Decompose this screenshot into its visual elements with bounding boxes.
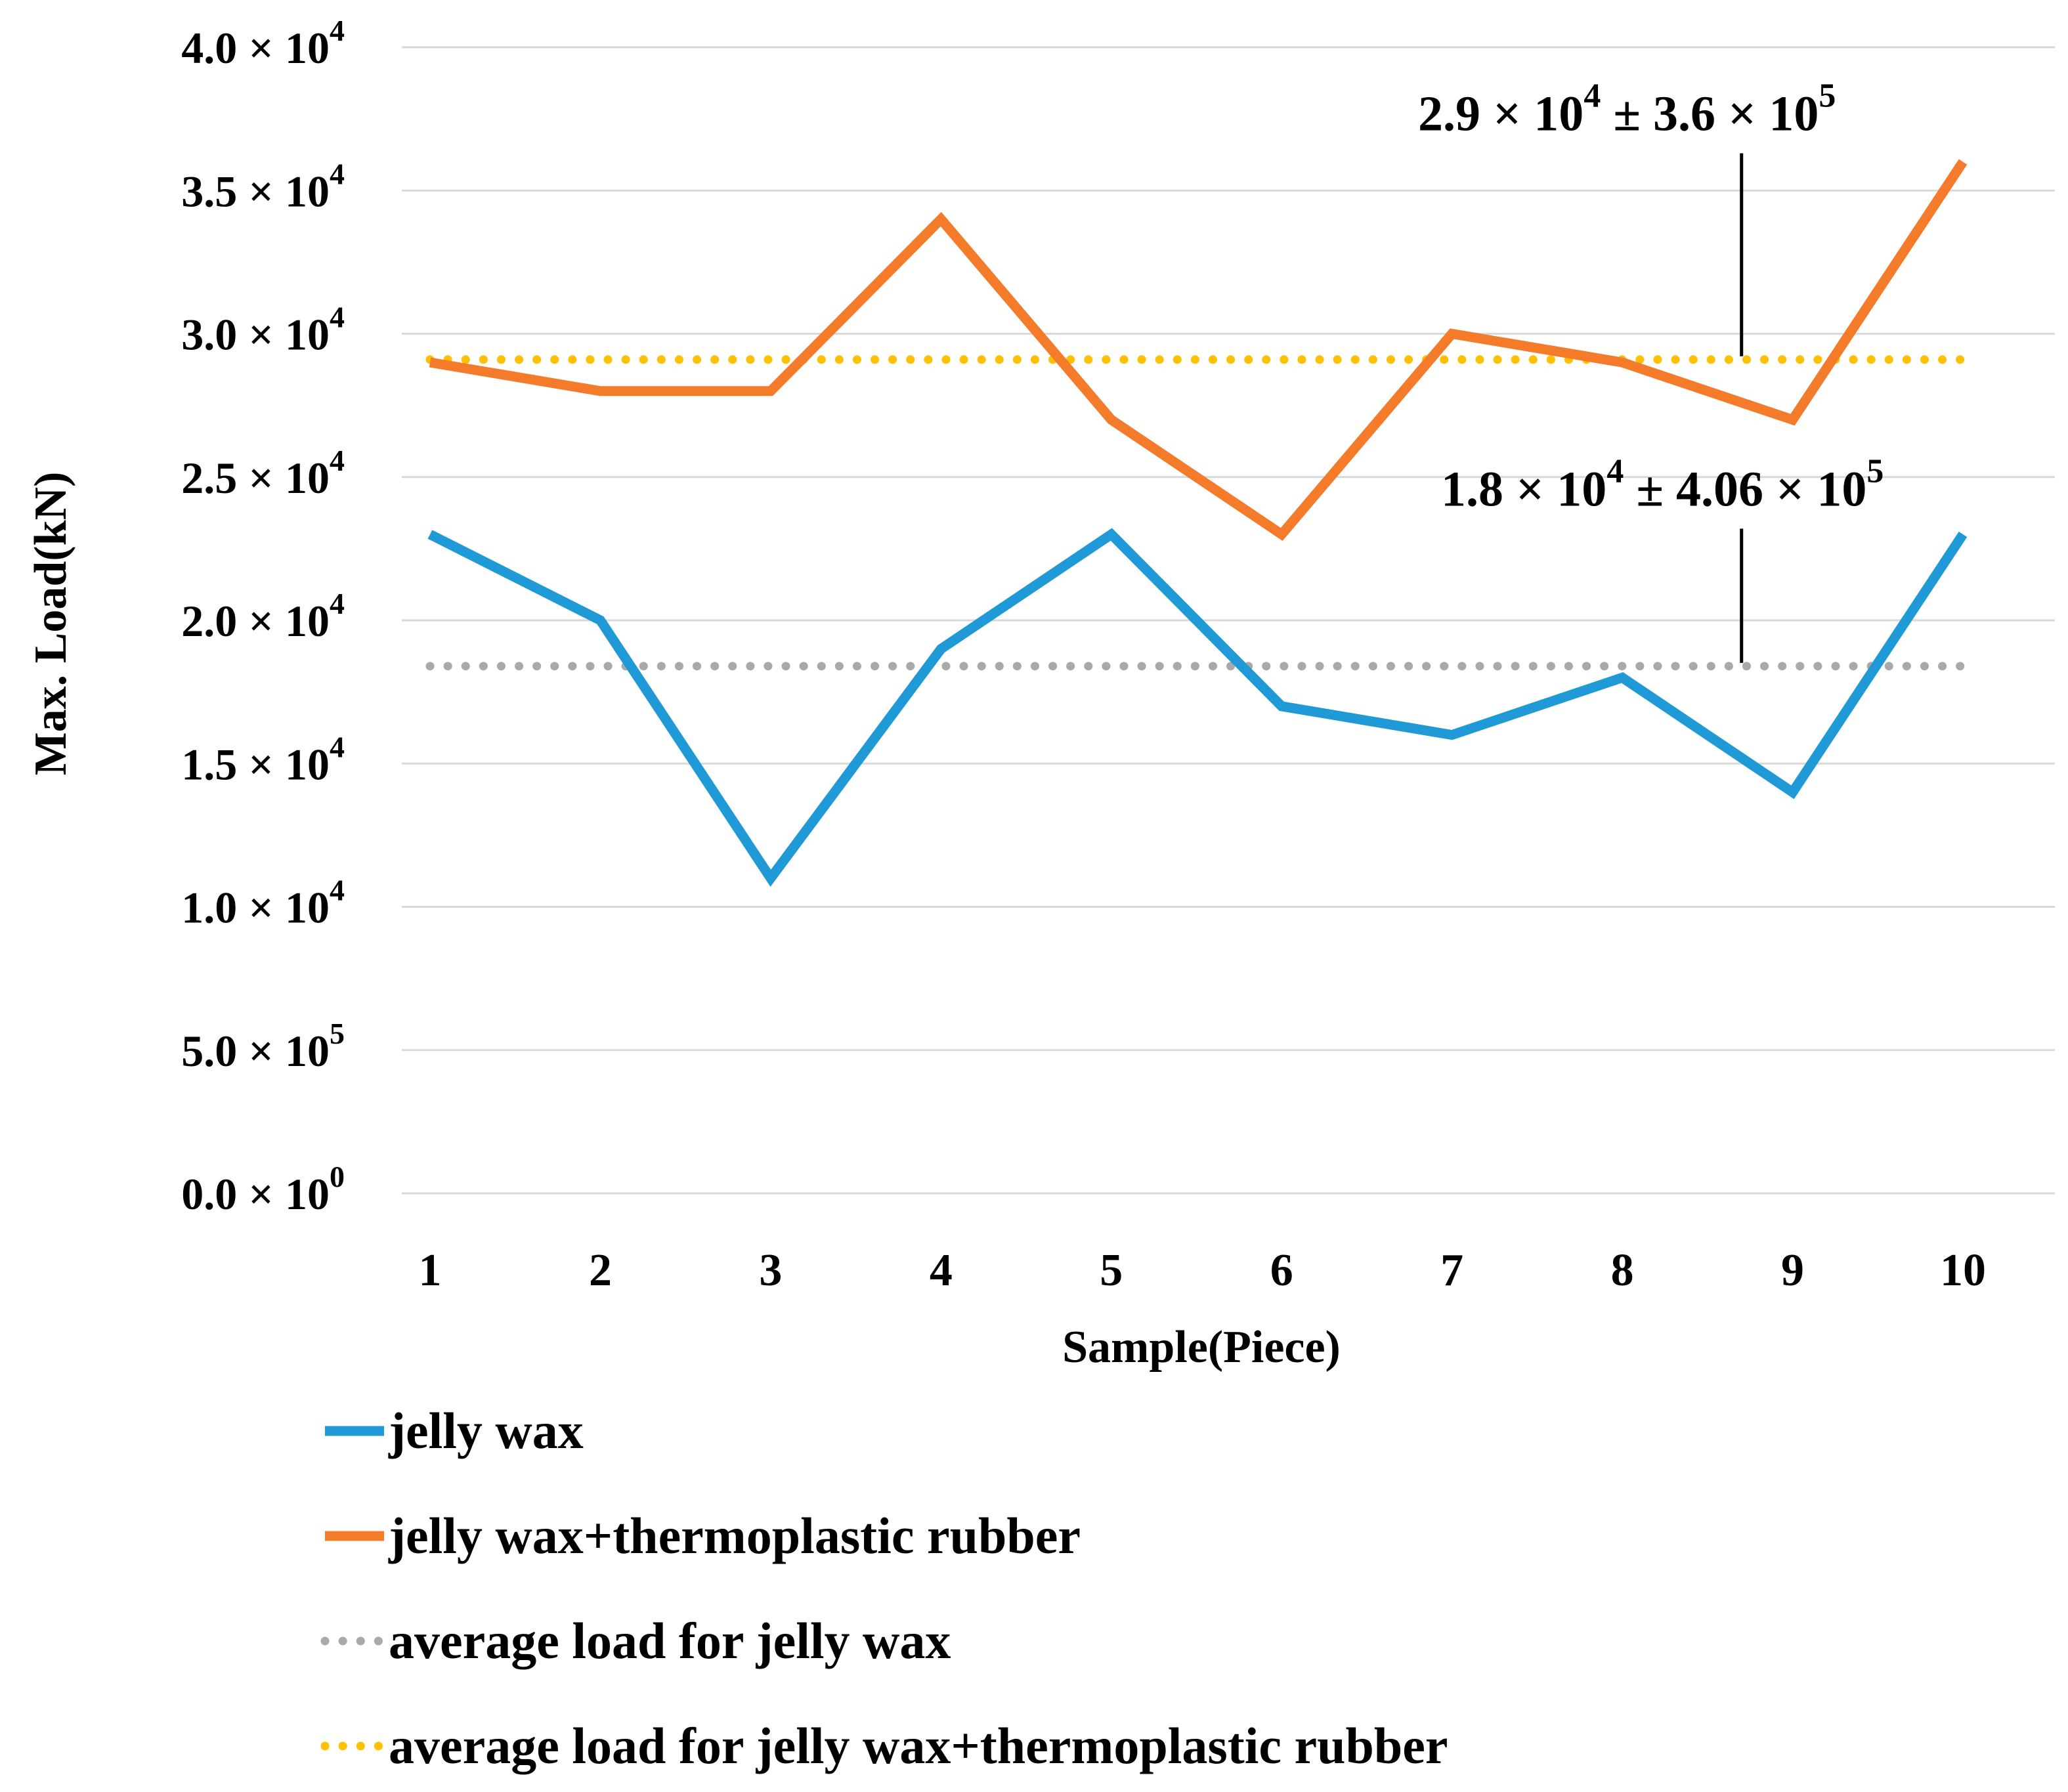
series-line-2 bbox=[429, 159, 1968, 542]
x-tick-label-9: 9 bbox=[1781, 1245, 1804, 1296]
y-tick-label-6: 3.0 × 104 bbox=[181, 301, 345, 360]
y-tick-label-4: 2.0 × 104 bbox=[181, 587, 345, 646]
series-line-1 bbox=[427, 528, 1968, 887]
annotation-label-1: 2.9 × 104 ± 3.6 × 105 bbox=[1418, 77, 1836, 142]
y-tick-label-5: 2.5 × 104 bbox=[181, 444, 345, 503]
x-tick-label-10: 10 bbox=[1940, 1245, 1986, 1296]
x-tick-label-7: 7 bbox=[1440, 1245, 1463, 1296]
x-tick-label-3: 3 bbox=[759, 1245, 782, 1296]
legend-label-4: average load for jelly wax+thermoplastic… bbox=[389, 1717, 1448, 1774]
y-tick-label-1: 5.0 × 105 bbox=[181, 1017, 345, 1076]
gridlines bbox=[402, 46, 2055, 1195]
y-tick-label-7: 3.5 × 104 bbox=[181, 157, 345, 216]
y-tick-label-3: 1.5 × 104 bbox=[181, 730, 345, 789]
x-tick-label-1: 1 bbox=[419, 1245, 442, 1296]
y-tick-label-2: 1.0 × 104 bbox=[181, 874, 345, 933]
x-axis-title: Sample(Piece) bbox=[1062, 1322, 1341, 1373]
legend-label-2: jelly wax+thermoplastic rubber bbox=[388, 1507, 1081, 1564]
y-axis-title: Max. Load(kN) bbox=[26, 472, 76, 776]
x-tick-label-8: 8 bbox=[1611, 1245, 1634, 1296]
legend-label-3: average load for jelly wax bbox=[389, 1612, 951, 1669]
y-axis-ticks: 0.0 × 100 5.0 × 105 1.0 × 104 1.5 × 104 2.0 … bbox=[181, 14, 345, 1219]
annotation-label-2: 1.8 × 104 ± 4.06 × 105 bbox=[1441, 452, 1884, 517]
y-tick-label-8: 4.0 × 104 bbox=[181, 14, 345, 73]
y-tick-label-0: 0.0 × 100 bbox=[181, 1160, 345, 1219]
annotations: 2.9 × 104 ± 3.6 × 105 1.8 × 104 ± 4.06 × … bbox=[1418, 77, 1884, 663]
legend: jelly wax jelly wax+thermoplastic rubber a… bbox=[320, 1402, 1448, 1774]
x-axis-ticks: 1 2 3 4 5 6 7 8 9 10 bbox=[419, 1245, 1987, 1296]
x-tick-label-2: 2 bbox=[589, 1245, 612, 1296]
x-tick-label-4: 4 bbox=[930, 1245, 953, 1296]
legend-label-1: jelly wax bbox=[388, 1402, 584, 1459]
x-tick-label-6: 6 bbox=[1270, 1245, 1293, 1296]
x-tick-label-5: 5 bbox=[1100, 1245, 1123, 1296]
series-lines bbox=[425, 159, 1968, 887]
